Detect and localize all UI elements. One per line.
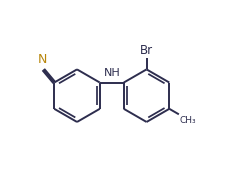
Text: N: N <box>38 54 47 67</box>
Text: NH: NH <box>103 68 120 78</box>
Text: CH₃: CH₃ <box>180 116 196 125</box>
Text: Br: Br <box>140 44 153 57</box>
